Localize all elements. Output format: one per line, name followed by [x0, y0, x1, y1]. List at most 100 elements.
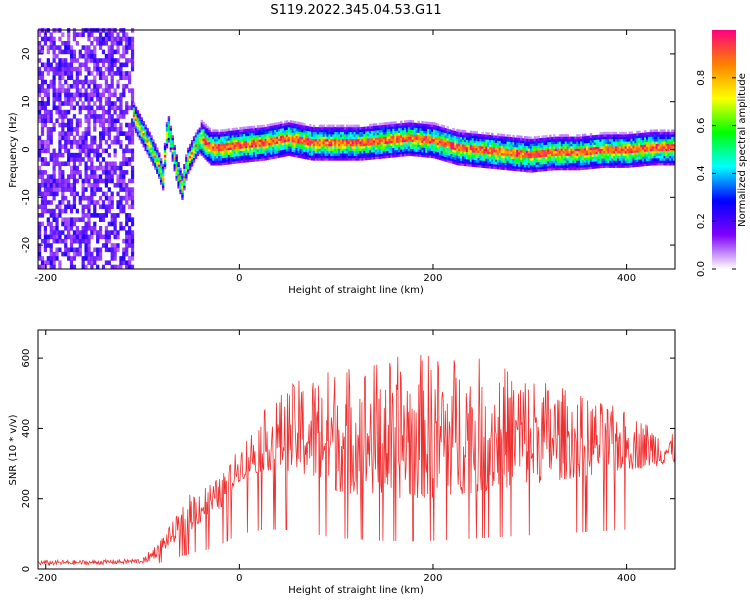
spectrogram-cell: [591, 142, 595, 146]
spectrogram-cell: [400, 142, 403, 145]
spectrogram-cell: [90, 49, 94, 55]
spectrogram-cell: [67, 96, 71, 102]
spectrogram-cell: [529, 170, 533, 173]
spectrogram-cell: [167, 128, 171, 131]
spectrogram-cell: [593, 151, 597, 155]
spectrogram-cell: [64, 122, 68, 128]
spectrogram-cell: [442, 139, 446, 143]
spectrogram-cell: [159, 160, 163, 164]
spectrogram-cell: [235, 151, 238, 155]
spectrogram-cell: [481, 143, 484, 147]
spectrogram-cell: [322, 124, 326, 128]
spectrogram-cell: [243, 140, 246, 144]
spectrogram-cell: [483, 153, 486, 157]
spectrogram-cell: [487, 141, 490, 145]
spectrogram-cell: [403, 125, 407, 128]
spectrogram-cell: [69, 131, 74, 136]
spectrogram-cell: [130, 174, 135, 179]
spectrogram-cell: [181, 175, 184, 179]
spectrogram-cell: [216, 150, 219, 154]
spectrogram-cell: [409, 148, 413, 152]
spectrogram-cell: [64, 109, 68, 115]
spectrogram-cell: [40, 79, 45, 85]
spectrogram-cell: [38, 88, 42, 93]
spectrogram-cell: [367, 150, 370, 153]
spectrogram-cell: [508, 151, 511, 154]
spectrogram-cell: [369, 128, 372, 132]
spectrogram-cell: [407, 151, 411, 154]
spectrogram-cell: [187, 171, 190, 175]
spectrogram-cell: [477, 152, 480, 156]
spectrogram-cell: [626, 134, 629, 137]
spectrogram-cell: [413, 125, 417, 128]
spectrogram-cell: [458, 160, 461, 164]
spectrogram-cell: [247, 154, 250, 158]
spectrogram-cell: [593, 147, 597, 150]
spectrogram-cell: [644, 130, 647, 133]
spectrogram-cell: [113, 127, 117, 132]
spectrogram-cell: [260, 146, 264, 150]
spectrogram-cell: [361, 153, 364, 156]
spectrogram-cell: [458, 139, 461, 142]
spectrogram-cell: [411, 148, 415, 152]
spectrogram-cell: [262, 136, 265, 140]
spectrogram-cell: [522, 159, 525, 163]
spectrogram-cell: [398, 144, 401, 148]
spectrogram-cell: [200, 148, 204, 152]
spectrogram-cell: [421, 145, 424, 148]
spectrogram-cell: [67, 71, 71, 76]
spectrogram-cell: [529, 148, 533, 152]
spectrogram-cell: [122, 260, 126, 265]
spectrogram-cell: [388, 150, 391, 154]
spectrogram-cell: [241, 155, 244, 159]
spectrogram-cell: [417, 149, 420, 153]
spectrogram-cell: [417, 123, 420, 126]
spectrogram-cell: [438, 128, 442, 132]
spectrogram-cell: [136, 134, 140, 137]
spectrogram-cell: [113, 40, 117, 46]
spectrogram-cell: [330, 158, 333, 161]
spectrogram-cell: [38, 213, 42, 218]
spectrogram-cell: [104, 178, 108, 184]
spectrogram-cell: [529, 138, 533, 142]
spectrogram-cell: [531, 167, 535, 171]
spectrogram-cell: [494, 140, 498, 143]
spectrogram-cell: [258, 129, 262, 133]
spectrogram-cell: [541, 147, 544, 150]
spectrogram-cell: [181, 190, 184, 193]
spectrogram-cell: [136, 126, 140, 130]
spectrogram-cell: [332, 155, 335, 159]
spectrogram-cell: [146, 128, 149, 131]
spectrogram-cell: [52, 49, 56, 55]
spectrogram-cell: [438, 133, 442, 137]
spectrogram-cell: [398, 132, 401, 136]
spectrogram-cell: [241, 157, 244, 161]
spectrogram-cell: [574, 148, 577, 152]
spectrogram-cell: [239, 148, 242, 152]
spectrogram-cell: [125, 182, 129, 188]
spectrogram-cell: [440, 138, 444, 142]
spectrogram-cell: [543, 168, 546, 172]
spectrogram-cell: [388, 148, 391, 151]
spectrogram-cell: [638, 159, 641, 162]
spectrogram-cell: [104, 109, 108, 115]
spectrogram-cell: [38, 58, 42, 63]
spectrogram-cell: [570, 136, 573, 140]
spectrogram-cell: [403, 139, 407, 143]
spectrogram-cell: [444, 142, 447, 146]
spectrogram-cell: [49, 45, 53, 50]
spectrogram-cell: [551, 146, 554, 150]
spectrogram-cell: [167, 140, 171, 143]
spectrogram-cell: [225, 131, 229, 134]
spectrogram-cell: [558, 143, 562, 147]
spectrogram-cell: [645, 160, 649, 164]
spectrogram-cell: [328, 129, 331, 133]
spectrogram-cell: [78, 247, 82, 253]
spectrogram-cell: [283, 134, 287, 138]
spectrogram-cell: [403, 144, 407, 147]
spectrogram-cell: [324, 127, 327, 130]
spectrogram-cell: [187, 147, 190, 151]
spectrogram-cell: [78, 148, 82, 154]
spectrogram-cell: [130, 49, 135, 55]
spectrogram-cell: [384, 148, 387, 152]
